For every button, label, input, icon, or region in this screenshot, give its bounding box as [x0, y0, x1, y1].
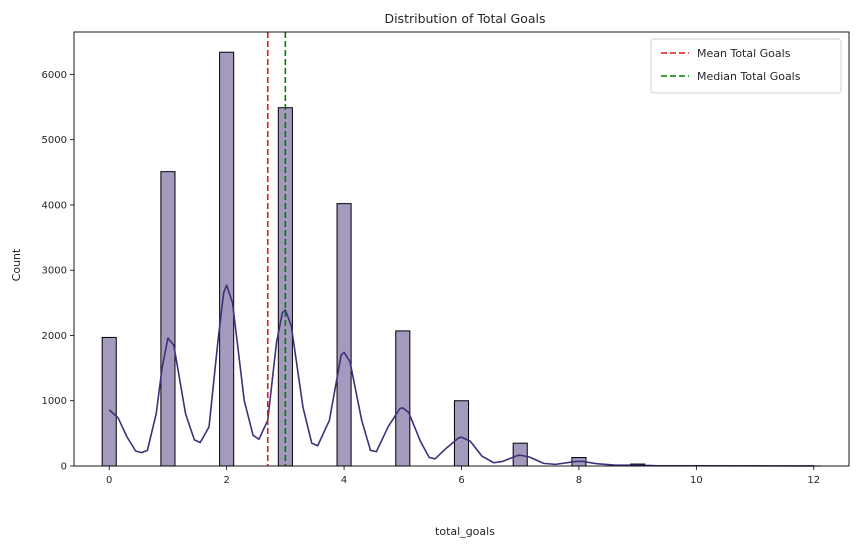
kde-curve: [108, 284, 814, 467]
plot-area: 0 2 4 6 8 10 12 0 1000 2000 3000 4000 5000 6000: [42, 31, 850, 486]
histogram-bar-1: [160, 171, 176, 467]
x-tick-label-4: 4: [341, 475, 347, 486]
legend-box: [650, 38, 842, 94]
x-tick-label-12: 12: [807, 475, 820, 486]
y-tick-label-1000: 1000: [42, 396, 67, 407]
x-tick-label-6: 6: [458, 475, 464, 486]
y-tick-label-3000: 3000: [42, 266, 67, 277]
histogram-bar-2: [219, 51, 235, 467]
histogram-bar-5: [395, 330, 411, 467]
histogram-bar-0: [101, 336, 117, 467]
y-tick-label-5000: 5000: [42, 135, 67, 146]
x-axis-label: total_goals: [435, 525, 495, 538]
x-tick-label-2: 2: [223, 475, 229, 486]
y-tick-label-4000: 4000: [42, 200, 67, 211]
histogram-bar-6: [453, 400, 470, 467]
y-axis-label: Count: [10, 248, 23, 281]
legend-label-0: Mean Total Goals: [697, 47, 791, 60]
y-tick-label-2000: 2000: [42, 331, 67, 342]
y-tick-label-6000: 6000: [42, 70, 67, 81]
x-tick-label-0: 0: [106, 475, 112, 486]
legend: Mean Total Goals Median Total Goals: [650, 38, 842, 94]
chart-title: Distribution of Total Goals: [384, 11, 545, 26]
x-tick-label-10: 10: [690, 475, 703, 486]
legend-label-1: Median Total Goals: [697, 70, 801, 83]
x-tick-label-8: 8: [576, 475, 582, 486]
histogram-bar-4: [336, 203, 352, 467]
y-tick-label-0: 0: [61, 462, 67, 473]
